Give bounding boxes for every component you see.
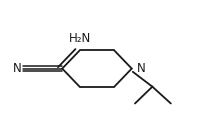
Text: N: N [137,62,146,75]
Text: H₂N: H₂N [68,32,91,45]
Text: N: N [13,62,22,75]
